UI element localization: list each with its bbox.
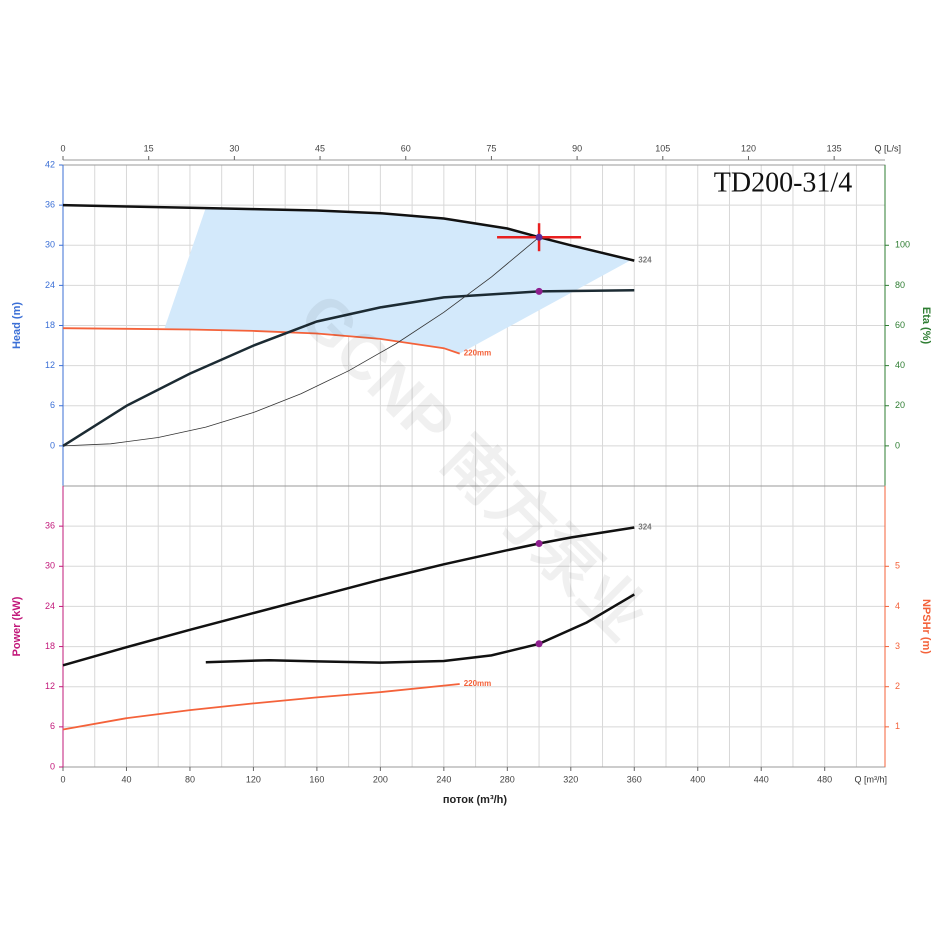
y2-tick-label: 80: [895, 280, 905, 290]
x-tick-label: 40: [121, 774, 131, 784]
x2-tick-label: 105: [655, 143, 670, 153]
operating-region: [164, 207, 632, 354]
curve-label: 220mm: [464, 679, 492, 688]
x-tick-label: 80: [185, 774, 195, 784]
operating-point: [535, 233, 543, 241]
y-tick-label: 30: [45, 561, 55, 571]
y-tick-label: 6: [50, 721, 55, 731]
x2-tick-label: 30: [229, 143, 239, 153]
x-tick-label: 0: [60, 774, 65, 784]
y-axis-title: Head (m): [11, 302, 23, 349]
x2-tick-label: 0: [60, 143, 65, 153]
x2-tick-label: 90: [572, 143, 582, 153]
y-axis-title: Power (kW): [11, 596, 23, 656]
y2-tick-label: 0: [895, 440, 900, 450]
x-tick-label: 240: [436, 774, 451, 784]
x-tick-label: 160: [309, 774, 324, 784]
y-tick-label: 12: [45, 360, 55, 370]
curve: [205, 593, 635, 664]
y2-tick-label: 20: [895, 400, 905, 410]
x-tick-label: 400: [690, 774, 705, 784]
curve: [62, 327, 460, 355]
y2-tick-label: 4: [895, 601, 900, 611]
y-tick-label: 42: [45, 159, 55, 169]
y2-tick-label: 100: [895, 240, 910, 250]
duty-point: [535, 540, 543, 548]
x-tick-label: 280: [500, 774, 515, 784]
x2-tick-label: 60: [401, 143, 411, 153]
y2-axis-title: Eta (%): [920, 307, 932, 345]
x-tick-label: 320: [563, 774, 578, 784]
x2-tick-label: 75: [486, 143, 496, 153]
x2-tick-label: 135: [827, 143, 842, 153]
y2-tick-label: 2: [895, 681, 900, 691]
duty-point: [535, 640, 543, 648]
y-tick-label: 12: [45, 681, 55, 691]
x-tick-label: 200: [373, 774, 388, 784]
curve: [62, 683, 460, 731]
curve: [62, 288, 635, 447]
y2-tick-label: 1: [895, 721, 900, 731]
curve-label: 220mm: [464, 349, 492, 358]
x-tick-label: 440: [754, 774, 769, 784]
x2-axis-title: Q [L/s]: [874, 143, 901, 153]
y-tick-label: 0: [50, 761, 55, 771]
curve: [62, 203, 635, 262]
y2-tick-label: 3: [895, 641, 900, 651]
y2-axis-title: NPSHr (m): [920, 599, 932, 654]
x-tick-label: 360: [627, 774, 642, 784]
y-tick-label: 6: [50, 400, 55, 410]
y2-tick-label: 5: [895, 561, 900, 571]
x2-tick-label: 45: [315, 143, 325, 153]
y-tick-label: 36: [45, 521, 55, 531]
curve-label: 324: [638, 256, 652, 265]
x-tick-label: 480: [817, 774, 832, 784]
curve: [62, 236, 540, 447]
y-tick-label: 18: [45, 320, 55, 330]
chart-title: TD200-31/4: [714, 167, 852, 198]
x-tick-label: 120: [246, 774, 261, 784]
y-tick-label: 36: [45, 200, 55, 210]
x2-tick-label: 15: [144, 143, 154, 153]
x-axis-title: поток (m³/h): [443, 794, 507, 806]
y-tick-label: 30: [45, 240, 55, 250]
y-tick-label: 0: [50, 440, 55, 450]
curve: [62, 526, 635, 667]
curve-label: 324: [638, 523, 652, 532]
x-axis-unit: Q [m³/h]: [854, 774, 887, 784]
x2-tick-label: 120: [741, 143, 756, 153]
y2-tick-label: 60: [895, 320, 905, 330]
duty-point: [535, 287, 543, 295]
y2-tick-label: 40: [895, 360, 905, 370]
y-tick-label: 18: [45, 641, 55, 651]
y-tick-label: 24: [45, 601, 55, 611]
y-tick-label: 24: [45, 280, 55, 290]
